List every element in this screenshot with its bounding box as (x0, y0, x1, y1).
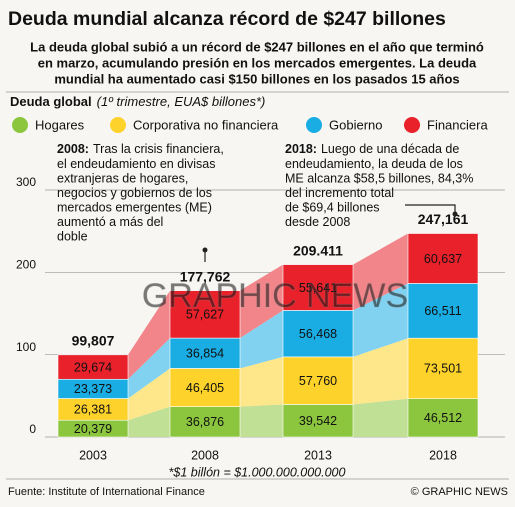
value-label: 57,760 (299, 374, 337, 388)
annotation-heading: 2018: (285, 142, 317, 156)
footnote: *$1 billón = $1.000.000.000.000 (169, 465, 346, 479)
legend-swatch (404, 117, 420, 133)
value-label: 20,379 (74, 422, 112, 436)
total-label: 209.411 (293, 242, 343, 258)
axis-note: (1º trimestre, EUA$ billones*) (97, 94, 266, 109)
annotation-line: del incremento total (285, 186, 394, 200)
value-label: 73,501 (424, 362, 462, 376)
value-label: 66,511 (424, 304, 461, 318)
plot: Hogares Corporativa no financiera Gobierno… (12, 117, 505, 462)
annotation-line: endeudamiento, la deuda de los (285, 157, 463, 171)
legend-swatch (306, 117, 322, 133)
bar-segment (282, 404, 354, 438)
watermark: GRAPHIC NEWS (142, 277, 408, 315)
connector-area (128, 406, 170, 437)
connector-area (240, 356, 283, 407)
value-label: 57,627 (186, 308, 224, 322)
credit: © GRAPHIC NEWS (411, 486, 508, 498)
annotation-line: 2018: Luego de una década de (285, 142, 459, 156)
chart-title: Deuda mundial alcanza récord de $247 bil… (8, 8, 446, 30)
value-label: 46,512 (424, 411, 462, 425)
connector-area (353, 338, 408, 405)
value-label: 46,405 (186, 381, 224, 395)
subtitle: mundial ha aumentado casi $150 billones … (54, 71, 459, 86)
legend-label: Financiera (427, 117, 488, 132)
connector (405, 204, 456, 214)
annotation-text: Tras la crisis financiera, (93, 142, 224, 156)
x-tick-label: 2003 (79, 448, 107, 462)
bar-segment (169, 290, 241, 339)
axis-title: Deuda global (1º trimestre, EUA$ billones… (10, 94, 265, 109)
value-label: 56,468 (299, 327, 337, 341)
annotation-line: 2008: Tras la crisis financiera, (57, 142, 224, 156)
annotation-line: aumentó a más del (57, 215, 163, 229)
legend-label: Hogares (35, 117, 85, 132)
annotation-line: el endeudamiento en divisas (57, 157, 215, 171)
bar-segment (57, 354, 129, 380)
value-label: 26,381 (74, 403, 112, 417)
connector-area (240, 264, 283, 339)
annotation-heading: 2008: (57, 142, 89, 156)
x-tick-label: 2018 (429, 448, 457, 462)
annotation-line: ME alcanza $58,5 billones, 84,3% (285, 171, 473, 185)
bar-segment (282, 356, 354, 405)
annotation-line: de $69,4 billones (285, 200, 380, 214)
legend-swatch (110, 117, 126, 133)
value-label: 39,542 (299, 414, 337, 428)
y-tick-label: 200 (16, 258, 36, 272)
annotation-line: extranjeras de hogares, (57, 171, 188, 185)
value-label: 60,637 (424, 252, 462, 266)
bar-segment (407, 337, 479, 400)
legend-swatch (12, 117, 28, 133)
value-label: 55,641 (299, 281, 337, 295)
total-label: 99,807 (72, 333, 115, 349)
bar-segment (282, 264, 354, 311)
connector-dot (202, 247, 208, 253)
y-tick-label: 0 (29, 422, 36, 436)
bar-segment (282, 310, 354, 358)
subtitle: La deuda global subió a un récord de $24… (30, 39, 484, 54)
value-label: 36,876 (186, 415, 224, 429)
annotation-line: mercados emergentes (ME) (57, 200, 212, 214)
value-label: 23,373 (74, 382, 112, 396)
x-tick-label: 2008 (191, 448, 219, 462)
bar-segment (407, 233, 479, 284)
connector-area (128, 368, 170, 421)
total-label: 247,161 (418, 211, 469, 227)
bar-segment (169, 406, 241, 438)
annotation-line: desde 2008 (285, 215, 350, 229)
connector-dot (452, 211, 458, 217)
y-tick-label: 100 (16, 340, 36, 354)
total-label: 177,762 (180, 268, 231, 284)
source: Fuente: Institute of International Finan… (8, 486, 205, 498)
connector-area (240, 404, 283, 437)
value-label: 36,854 (186, 347, 224, 361)
connector-area (353, 233, 408, 311)
annotation-line: doble (57, 229, 88, 243)
bar-segment (169, 368, 241, 407)
subtitle: en marzo, acumulando presión en los merc… (38, 55, 477, 70)
x-tick-label: 2013 (304, 448, 332, 462)
annotation-text: Luego de una década de (321, 142, 459, 156)
connector-area (353, 283, 408, 357)
legend-label: Corporativa no financiera (133, 117, 279, 132)
connector-area (128, 338, 170, 399)
bar-segment (169, 337, 241, 369)
annotation-line: negocios y gobiernos de los (57, 186, 212, 200)
connector-area (353, 398, 408, 437)
connector-area (240, 310, 283, 369)
value-label: 29,674 (74, 360, 112, 374)
legend-label: Gobierno (329, 117, 382, 132)
axis-title-main: Deuda global (10, 94, 92, 109)
y-tick-label: 300 (16, 175, 36, 189)
connector-area (128, 290, 170, 380)
